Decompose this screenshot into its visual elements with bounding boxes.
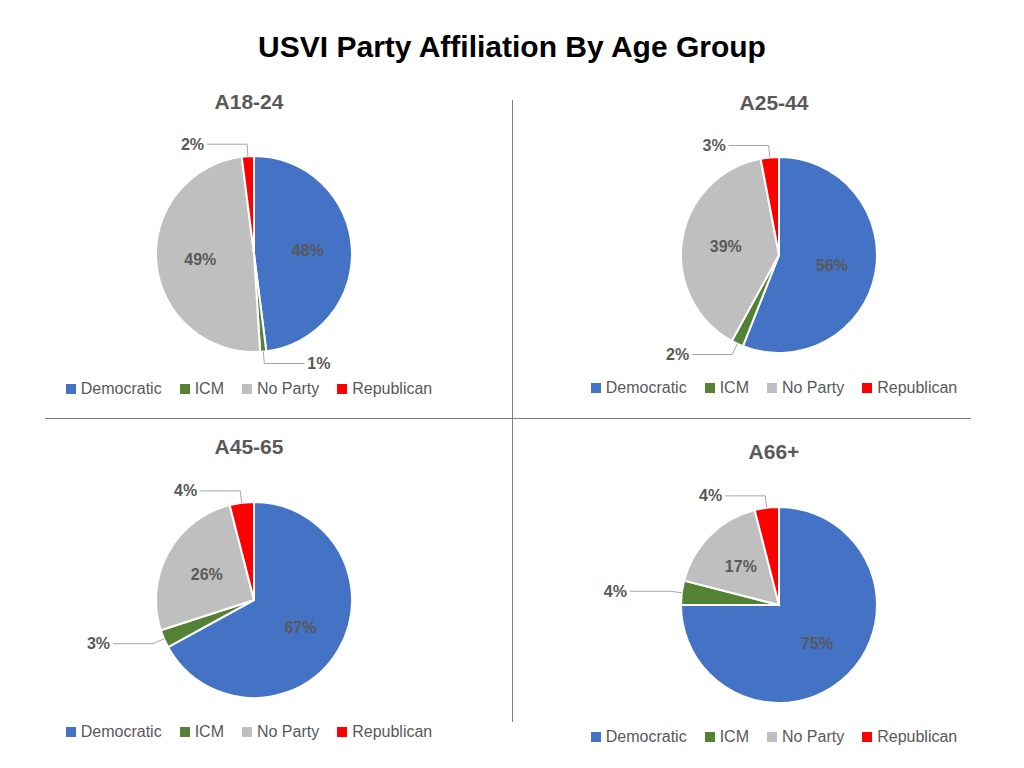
html-text:A18-24: A18-24 <box>214 90 284 113</box>
html-text:ICM: ICM <box>194 380 224 397</box>
svg-text:56%: 56% <box>816 257 848 274</box>
html-text:USVI Party Affiliation By Age: USVI Party Affiliation By Age Group <box>258 30 766 63</box>
svg-text:49%: 49% <box>184 251 216 268</box>
html-text:Democratic: Democratic <box>605 379 687 396</box>
svg-text:4%: 4% <box>174 482 197 499</box>
svg-text:75%: 75% <box>801 635 833 652</box>
html-text:Republican: Republican <box>877 379 958 396</box>
html-text:Republican: Republican <box>352 380 433 397</box>
html-text:ICM: ICM <box>719 379 749 396</box>
html-text:Democratic: Democratic <box>80 723 162 740</box>
html-text:ICM: ICM <box>719 728 749 745</box>
html-text:A25-44: A25-44 <box>739 91 809 114</box>
html-text:No Party: No Party <box>782 728 845 745</box>
svg-text:39%: 39% <box>710 238 742 255</box>
html-text:Democratic: Democratic <box>80 380 162 397</box>
html-text:No Party: No Party <box>257 380 320 397</box>
svg-text:26%: 26% <box>191 566 223 583</box>
html-text:A66+: A66+ <box>748 440 800 463</box>
svg-text:48%: 48% <box>292 242 324 259</box>
svg-text:67%: 67% <box>284 619 316 636</box>
svg-text:3%: 3% <box>703 137 726 154</box>
html-text:No Party: No Party <box>782 379 845 396</box>
svg-text:1%: 1% <box>307 355 330 372</box>
svg-text:2%: 2% <box>181 136 204 153</box>
html-text:Republican: Republican <box>352 723 433 740</box>
html-text:A45-65: A45-65 <box>214 435 284 458</box>
svg-text:4%: 4% <box>699 487 722 504</box>
svg-text:3%: 3% <box>87 635 110 652</box>
html-text:Republican: Republican <box>877 728 958 745</box>
svg-text:4%: 4% <box>604 583 627 600</box>
svg-text:2%: 2% <box>666 346 689 363</box>
html-text:ICM: ICM <box>194 723 224 740</box>
html-text:Democratic: Democratic <box>605 728 687 745</box>
svg-text:17%: 17% <box>725 558 757 575</box>
html-text:No Party: No Party <box>257 723 320 740</box>
